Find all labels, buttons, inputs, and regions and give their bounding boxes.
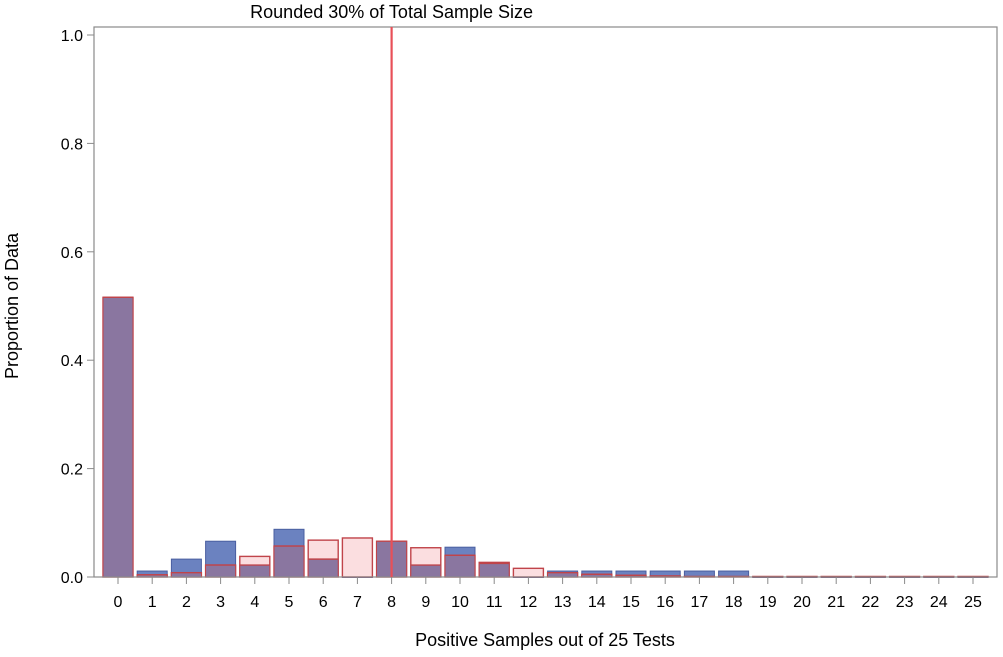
x-tick-label: 21 [827, 594, 845, 611]
bar-overlap [206, 565, 236, 577]
x-tick-label: 13 [554, 594, 572, 611]
x-tick-label: 12 [520, 594, 538, 611]
x-tick-label: 8 [387, 594, 396, 611]
bar-overlap [616, 575, 646, 577]
y-tick-label: 0.0 [61, 570, 83, 587]
x-tick-label: 16 [656, 594, 674, 611]
x-tick-label: 10 [451, 594, 469, 611]
x-tick-label: 22 [862, 594, 880, 611]
bar-series2 [512, 567, 545, 578]
x-tick-label: 5 [285, 594, 294, 611]
bar-overlap [103, 297, 133, 577]
x-tick-label: 7 [353, 594, 362, 611]
bar-overlap [548, 572, 578, 577]
bar-overlap [171, 572, 201, 577]
x-tick-label: 24 [930, 594, 948, 611]
x-tick-label: 1 [148, 594, 157, 611]
plot-frame [93, 26, 998, 578]
x-tick-label: 4 [250, 594, 259, 611]
bar-overlap [137, 574, 167, 577]
x-tick-label: 11 [486, 594, 503, 611]
reference-line-annotation: Rounded 30% of Total Sample Size [250, 2, 533, 22]
x-tick-label: 20 [793, 594, 811, 611]
x-tick-label: 18 [725, 594, 743, 611]
bar-overlap [445, 555, 475, 577]
bar-series2 [341, 537, 374, 578]
x-axis-title: Positive Samples out of 25 Tests [415, 630, 675, 650]
bars-layer [102, 296, 989, 578]
y-tick-label: 0.2 [61, 462, 83, 479]
x-tick-label: 6 [319, 594, 328, 611]
bar-overlap [479, 563, 509, 577]
x-tick-label: 19 [759, 594, 777, 611]
y-tick-label: 0.4 [61, 353, 83, 370]
y-tick-label: 1.0 [61, 28, 83, 45]
x-tick-label: 14 [588, 594, 606, 611]
x-tick-label: 25 [964, 594, 982, 611]
bar-overlap [582, 574, 612, 577]
bar-overlap [308, 559, 338, 577]
x-tick-label: 0 [114, 594, 123, 611]
bar-overlap [411, 565, 441, 577]
y-tick-label: 0.6 [61, 245, 83, 262]
axes-layer: 0 1 2 3 4 5 6 7 8 9 10 11 12 13 14 15 16 17 18 19 20 21 22 23 24… [61, 26, 998, 611]
x-tick-label: 9 [421, 594, 430, 611]
x-tick-label: 2 [182, 594, 191, 611]
bar-overlap [240, 565, 270, 577]
x-tick-label: 3 [216, 594, 225, 611]
x-tick-label: 23 [896, 594, 914, 611]
x-tick-label: 15 [622, 594, 640, 611]
bar-overlap [274, 546, 304, 577]
x-tick-label: 17 [691, 594, 709, 611]
y-tick-label: 0.8 [61, 136, 83, 153]
y-axis-title: Proportion of Data [2, 232, 22, 379]
